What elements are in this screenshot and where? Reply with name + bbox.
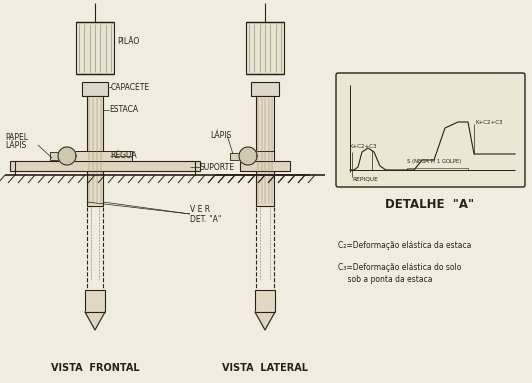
- Text: SUPORTE: SUPORTE: [200, 162, 235, 172]
- Text: C₂=Deformação elástica da estaca: C₂=Deformação elástica da estaca: [338, 241, 471, 249]
- Polygon shape: [239, 147, 257, 165]
- Bar: [230, 153, 239, 160]
- Text: DETALHE  "A": DETALHE "A": [386, 198, 475, 211]
- Polygon shape: [255, 312, 275, 330]
- Bar: [87, 96, 103, 206]
- Bar: [251, 82, 279, 96]
- Bar: [246, 22, 284, 74]
- Text: K+C2+C3: K+C2+C3: [350, 144, 378, 149]
- Text: S (NEGA P/ 1 GOLPE): S (NEGA P/ 1 GOLPE): [407, 159, 461, 165]
- Text: sob a ponta da estaca: sob a ponta da estaca: [338, 275, 433, 285]
- Bar: [50, 152, 58, 160]
- Bar: [10, 161, 200, 171]
- Polygon shape: [58, 147, 76, 165]
- Text: CAPACETE: CAPACETE: [111, 82, 150, 92]
- Text: VISTA  FRONTAL: VISTA FRONTAL: [51, 363, 139, 373]
- Text: PILÃO: PILÃO: [117, 38, 139, 46]
- Bar: [72, 151, 132, 161]
- Bar: [76, 22, 114, 74]
- Text: K+C2+C3: K+C2+C3: [476, 121, 503, 126]
- Bar: [255, 290, 275, 312]
- Text: ESTACA: ESTACA: [109, 105, 138, 115]
- FancyBboxPatch shape: [336, 73, 525, 187]
- Polygon shape: [85, 312, 105, 330]
- Text: PAPEL: PAPEL: [5, 133, 28, 141]
- Text: LÁPIS: LÁPIS: [5, 141, 26, 149]
- Text: V E R: V E R: [190, 206, 210, 214]
- Bar: [256, 96, 274, 206]
- Text: VISTA  LATERAL: VISTA LATERAL: [222, 363, 308, 373]
- Bar: [82, 82, 108, 96]
- Text: RÉGUA: RÉGUA: [110, 152, 137, 160]
- Text: LÁPIS: LÁPIS: [210, 131, 231, 139]
- Text: C₃=Deformação elástica do solo: C₃=Deformação elástica do solo: [338, 264, 461, 272]
- Bar: [85, 290, 105, 312]
- Text: REPIQUE: REPIQUE: [352, 177, 378, 182]
- Bar: [240, 161, 290, 171]
- Bar: [254, 151, 274, 161]
- Text: DET. "A": DET. "A": [190, 214, 221, 224]
